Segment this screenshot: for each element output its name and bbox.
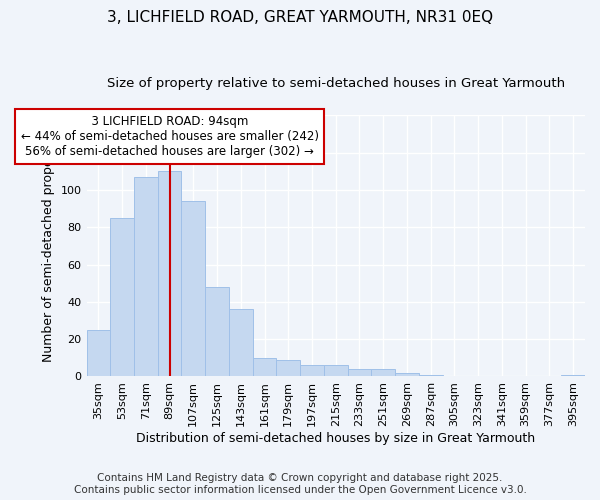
Bar xyxy=(181,201,205,376)
Bar xyxy=(371,369,395,376)
Text: 3, LICHFIELD ROAD, GREAT YARMOUTH, NR31 0EQ: 3, LICHFIELD ROAD, GREAT YARMOUTH, NR31 … xyxy=(107,10,493,25)
Text: 3 LICHFIELD ROAD: 94sqm  
← 44% of semi-detached houses are smaller (242)
56% of: 3 LICHFIELD ROAD: 94sqm ← 44% of semi-de… xyxy=(20,116,319,158)
Bar xyxy=(300,366,324,376)
Y-axis label: Number of semi-detached properties: Number of semi-detached properties xyxy=(42,130,55,362)
Bar xyxy=(229,310,253,376)
Bar xyxy=(347,369,371,376)
Bar xyxy=(86,330,110,376)
Bar xyxy=(324,366,347,376)
Bar xyxy=(419,374,443,376)
Bar xyxy=(253,358,277,376)
Bar xyxy=(561,374,585,376)
X-axis label: Distribution of semi-detached houses by size in Great Yarmouth: Distribution of semi-detached houses by … xyxy=(136,432,535,445)
Text: Contains HM Land Registry data © Crown copyright and database right 2025.
Contai: Contains HM Land Registry data © Crown c… xyxy=(74,474,526,495)
Bar xyxy=(134,177,158,376)
Bar xyxy=(277,360,300,376)
Bar xyxy=(395,372,419,376)
Bar xyxy=(205,287,229,376)
Title: Size of property relative to semi-detached houses in Great Yarmouth: Size of property relative to semi-detach… xyxy=(107,78,565,90)
Bar xyxy=(110,218,134,376)
Bar xyxy=(158,171,181,376)
